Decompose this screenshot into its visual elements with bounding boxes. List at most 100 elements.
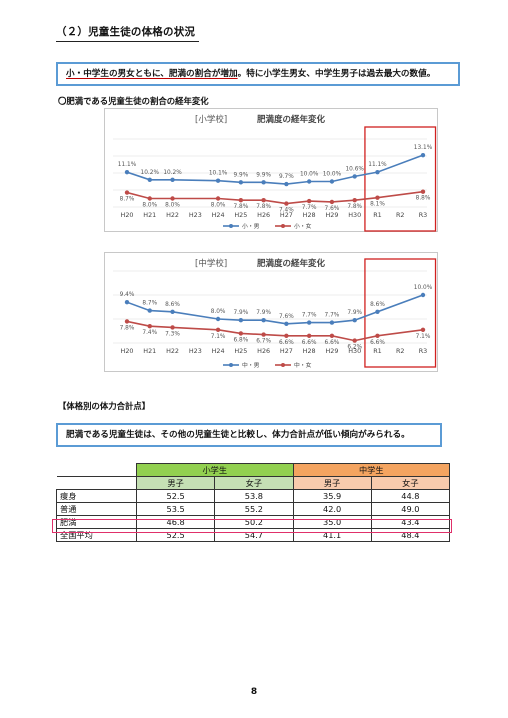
data-point: [420, 327, 426, 332]
data-point: [170, 196, 175, 201]
data-point: [215, 178, 221, 183]
data-label: 7.7%: [302, 313, 317, 319]
data-point: [261, 198, 266, 203]
data-point: [284, 321, 289, 326]
data-point: [170, 309, 175, 314]
data-label: 6.8%: [233, 337, 248, 343]
table-cell: 49.0: [370, 502, 451, 516]
x-tick-label: H25: [234, 347, 247, 355]
junior-chart-svg: [中学校]肥満度の経年変化12.0%10.0%8.0%6.0%H20H21H22…: [113, 258, 437, 369]
data-label: 7.8%: [347, 204, 362, 210]
x-tick-label: H26: [257, 211, 270, 219]
obesity-trend-heading: 〇肥満である児童生徒の割合の経年変化: [58, 96, 209, 106]
data-label: 9.9%: [256, 172, 271, 178]
x-tick-label: R1: [373, 347, 382, 355]
data-point: [375, 169, 380, 175]
data-point: [215, 316, 221, 322]
data-point: [261, 318, 266, 323]
summary-callout-highlight: 小・中学生の男女ともに、肥満の割合が増加: [66, 69, 238, 79]
data-label: 8.1%: [370, 202, 385, 208]
x-tick-label: R1: [373, 211, 382, 219]
data-label: 10.1%: [209, 171, 228, 177]
section-title: （２）児童生徒の体格の状況: [56, 26, 200, 42]
data-point: [306, 320, 312, 325]
data-point: [375, 333, 380, 338]
data-point: [215, 327, 221, 332]
data-label: 8.0%: [211, 309, 226, 315]
data-point: [306, 179, 312, 184]
data-label: 9.4%: [120, 292, 135, 298]
x-tick-label: H26: [257, 347, 270, 355]
legend-label: 中・女: [294, 361, 312, 369]
data-point: [147, 308, 152, 313]
data-label: 10.0%: [414, 285, 433, 291]
legend-marker: [229, 224, 233, 228]
data-label: 6.2%: [347, 345, 362, 351]
table-cell: 43.4: [370, 515, 451, 529]
row-label: 普通: [56, 502, 137, 516]
data-label: 7.3%: [165, 331, 180, 337]
data-label: 8.6%: [165, 302, 180, 308]
data-label: 11.1%: [118, 162, 137, 168]
data-point: [284, 333, 289, 338]
row-label: 全国平均: [56, 528, 137, 542]
chart-school-label: [中学校]: [195, 258, 227, 269]
data-label: 6.6%: [325, 340, 340, 346]
table-row: 全国平均 52.5 54.7 41.1 48.4: [56, 528, 451, 542]
chart-title: 肥満度の経年変化: [257, 114, 326, 125]
data-label: 7.4%: [142, 330, 157, 336]
x-tick-label: H20: [121, 347, 134, 355]
table-cell: 50.2: [214, 515, 294, 529]
x-tick-label: R3: [419, 211, 428, 219]
data-label: 7.7%: [325, 313, 340, 319]
data-label: 7.6%: [279, 314, 294, 320]
x-tick-label: H28: [303, 211, 316, 219]
data-label: 9.7%: [279, 174, 294, 180]
x-tick-label: H23: [189, 347, 202, 355]
data-label: 7.8%: [233, 204, 248, 210]
x-tick-label: R2: [396, 211, 405, 219]
data-point: [147, 324, 152, 329]
data-label: 7.9%: [256, 310, 271, 316]
elementary-chart-svg: [小学校]肥満度の経年変化15.0%13.0%11.0%9.0%7.0%H20H…: [113, 114, 437, 232]
x-tick-label: H24: [212, 347, 225, 355]
data-point: [238, 318, 244, 323]
table-row: 痩身 52.5 53.8 35.9 44.8: [56, 489, 451, 503]
table-corner-2: [56, 476, 137, 490]
data-label: 7.9%: [347, 310, 362, 316]
series-line-girls: [126, 320, 424, 342]
data-point: [147, 196, 152, 201]
table-cell: 46.8: [135, 515, 216, 529]
x-tick-label: H22: [166, 211, 179, 219]
x-tick-label: H21: [143, 347, 156, 355]
data-label: 8.8%: [416, 196, 431, 202]
fitness-heading: 【体格別の体力合計点】: [58, 401, 151, 411]
x-tick-label: H25: [234, 211, 247, 219]
row-label: 肥満: [56, 515, 137, 529]
table-row-obese: 肥満 46.8 50.2 35.0 43.4: [56, 515, 451, 529]
page-number: 8: [250, 687, 258, 697]
data-point: [238, 331, 244, 336]
legend-label: 中・男: [242, 361, 260, 369]
table-cell: 48.4: [370, 528, 451, 542]
data-label: 10.6%: [345, 166, 364, 172]
legend-marker: [281, 224, 285, 228]
data-point: [420, 152, 426, 158]
data-label: 7.9%: [233, 310, 248, 316]
sub-header-elem-boys: 男子: [135, 476, 216, 490]
table-cell: 53.8: [214, 489, 294, 503]
data-label: 8.7%: [142, 301, 157, 307]
x-tick-label: H21: [143, 211, 156, 219]
fitness-table-sub-row: 男子 女子 男子 女子: [56, 476, 451, 490]
x-tick-label: H27: [280, 347, 293, 355]
summary-callout-text: 。特に小学生男女、中学生男子は過去最大の数値。: [237, 69, 436, 79]
table-cell: 53.5: [135, 502, 216, 516]
table-cell: 35.9: [292, 489, 372, 503]
table-cell: 41.1: [292, 528, 372, 542]
data-label: 7.8%: [256, 204, 271, 210]
x-tick-label: H30: [348, 347, 361, 355]
data-point: [147, 177, 152, 182]
legend-marker: [281, 363, 285, 367]
table-cell: 42.0: [292, 502, 372, 516]
